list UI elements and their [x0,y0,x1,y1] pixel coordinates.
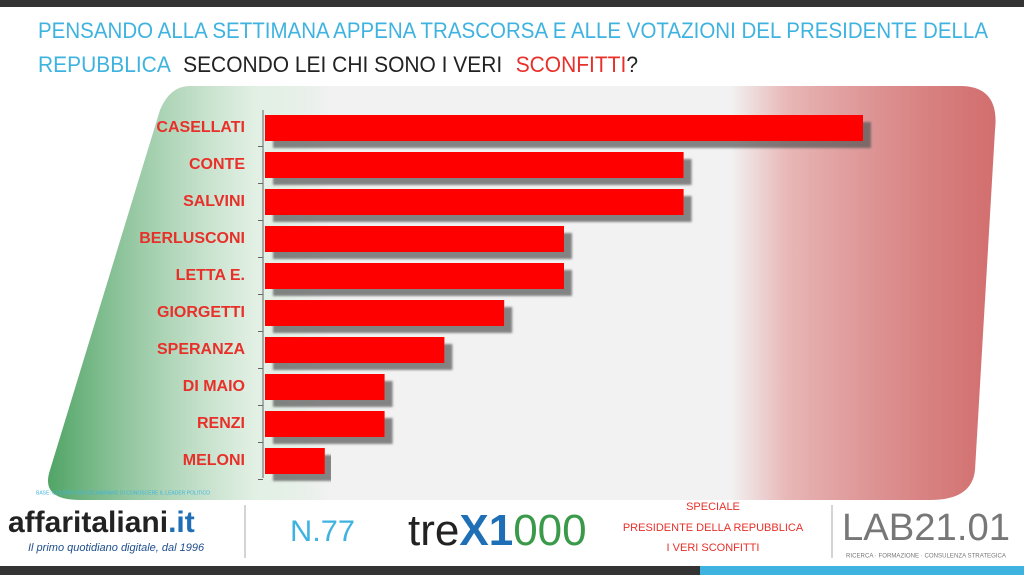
category-label: MELONI [183,452,245,469]
category-label: RENZI [197,415,245,432]
category-label: SALVINI [183,193,245,210]
title-part: REPUBBLICA [38,52,171,77]
bar [265,448,325,474]
title-part: ? [626,52,638,77]
category-label: GIORGETTI [157,304,245,321]
category-label: SPERANZA [157,341,245,358]
bar [265,263,564,289]
category-label: DI MAIO [183,378,245,395]
title-line: PENSANDO ALLA SETTIMANA APPENA TRASCORSA… [38,18,988,43]
title-line: REPUBBLICA SECONDO LEI CHI SONO I VERI S… [38,52,638,77]
special: SPECIALE [686,501,740,513]
note: BASE: COLORO CHE DICHIARANO DI CONOSCERE… [36,490,210,496]
bar [265,226,564,252]
bottom-bar [0,566,1024,575]
top-bar [0,0,1024,7]
brand: affaritaliani.it [8,506,195,539]
bar [265,300,505,326]
category-label: BERLUSCONI [139,230,245,247]
logo-part: tre [408,506,459,555]
bottom-accent [700,566,1024,575]
lab-sub: RICERCA · FORMAZIONE · CONSULENZA STRATE… [846,554,1006,560]
title-part: SECONDO LEI CHI SONO I VERI [183,52,502,77]
bar [265,152,684,178]
logo-part: 000 [513,506,586,555]
logo: treX1000 [408,506,587,555]
bar [265,189,684,215]
bar [265,374,385,400]
bar [265,115,863,141]
category-label: CASELLATI [156,119,245,136]
special: I VERI SCONFITTI [667,542,760,554]
bar [265,337,445,363]
brand-suffix: .it [168,506,195,539]
tagline: Il primo quotidiano digitale, dal 1996 [28,542,205,554]
title-part: SCONFITTI [516,52,627,77]
category-label: CONTE [189,156,245,173]
lab-logo: LAB21.01 [842,507,1010,549]
brand-name: affaritaliani [8,506,168,539]
flag-background [48,86,996,500]
issue-number: N.77 [290,515,355,548]
category-label: LETTA E. [176,267,245,284]
logo-part: X1 [459,506,513,555]
special: PRESIDENTE DELLA REPUBBLICA [623,522,804,534]
bar [265,411,385,437]
